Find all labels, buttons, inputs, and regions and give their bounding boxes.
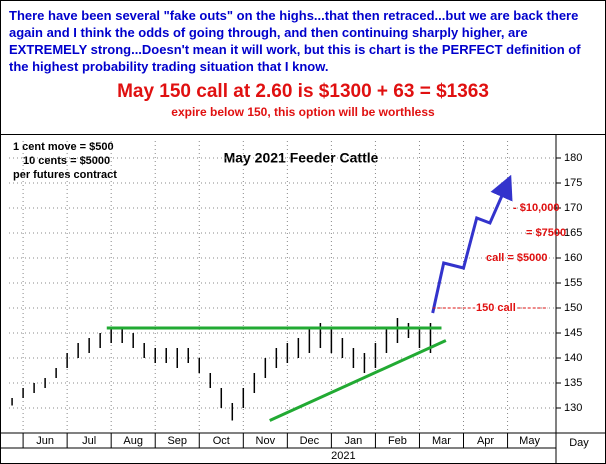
y-tick-label: 135 (564, 377, 582, 389)
y-tick-label: 180 (564, 152, 582, 164)
y-tick-label: 145 (564, 327, 582, 339)
trend-line (431, 174, 513, 314)
note: 10 cents = $5000 (23, 155, 110, 167)
x-tick-label: Sep (167, 435, 187, 447)
x-tick-label: Jun (36, 435, 54, 447)
y-tick-label: 170 (564, 202, 582, 214)
note: 1 cent move = $500 (13, 141, 114, 153)
x-tick-label: Mar (432, 435, 451, 447)
header-text: There have been several "fake outs" on t… (9, 8, 581, 74)
header: There have been several "fake outs" on t… (1, 1, 605, 135)
y-tick-label: 165 (564, 227, 582, 239)
y-tick-label: 140 (564, 352, 582, 364)
chart: May 2021 Feeder Cattle 1 cent move = $50… (1, 135, 605, 463)
annotation: = $7500 (526, 227, 566, 239)
year-label: 2021 (331, 450, 355, 462)
headline: May 150 call at 2.60 is $1300 + 63 = $13… (117, 81, 489, 102)
y-tick-label: 130 (564, 402, 582, 414)
subheadline: expire below 150, this option will be wo… (171, 105, 435, 119)
x-tick-label: Aug (123, 435, 143, 447)
x-tick-label: Feb (388, 435, 407, 447)
x-tick-label: Dec (300, 435, 320, 447)
y-tick-label: 160 (564, 252, 582, 264)
y-tick-label: 155 (564, 277, 582, 289)
y-tick-label: 175 (564, 177, 582, 189)
x-tick-label: May (519, 435, 540, 447)
x-unit: Day (569, 437, 589, 449)
x-tick-label: Jan (345, 435, 363, 447)
x-tick-label: Apr (477, 435, 494, 447)
x-tick-label: Oct (213, 435, 230, 447)
x-tick-label: Jul (82, 435, 96, 447)
y-tick-label: 150 (564, 302, 582, 314)
annotation: 150 call (476, 302, 516, 314)
note: per futures contract (13, 169, 117, 181)
annotation: - $10,000 (513, 202, 559, 214)
trend-line (269, 339, 447, 422)
x-tick-label: Nov (256, 435, 276, 447)
annotation: call = $5000 (486, 252, 547, 264)
